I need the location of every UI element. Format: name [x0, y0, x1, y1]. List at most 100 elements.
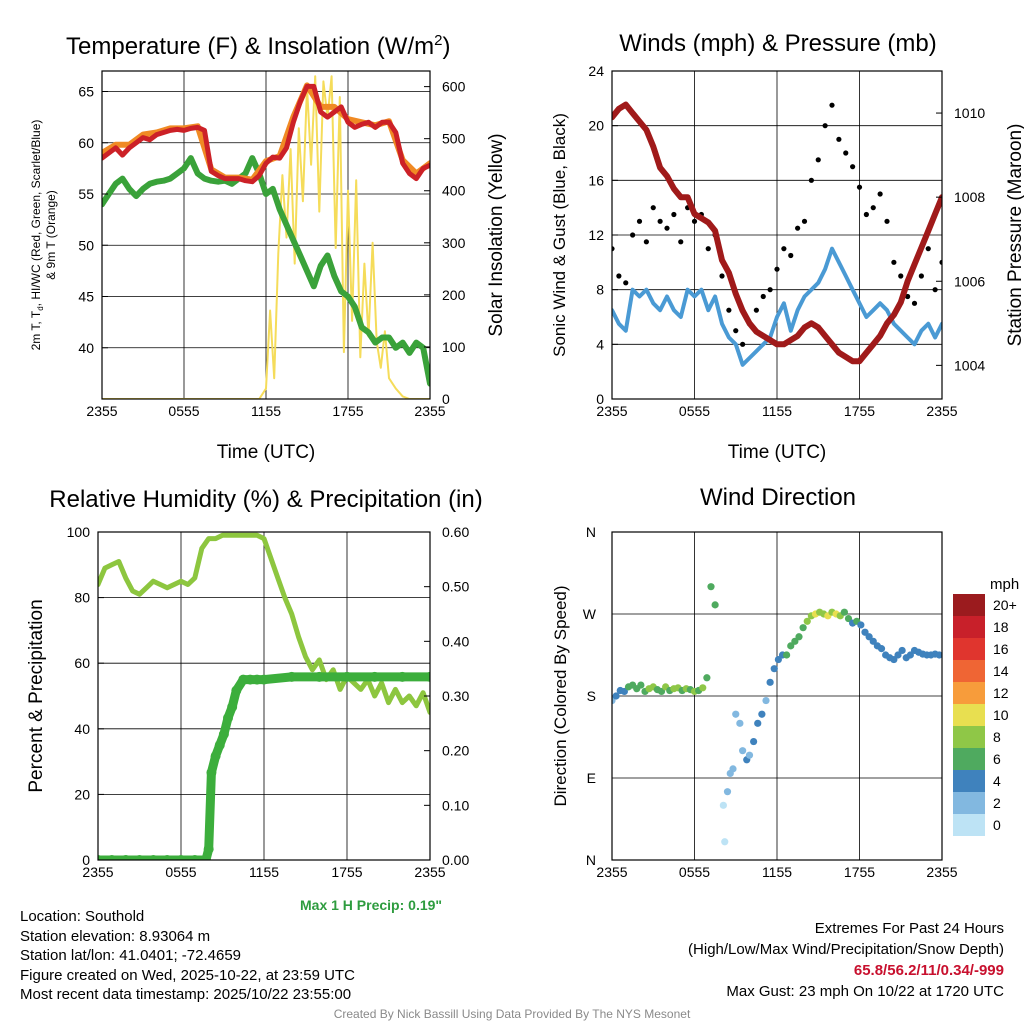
- x-tick-label: 1155: [251, 403, 281, 419]
- y2-tick-label: 0.00: [442, 852, 469, 868]
- direction-ylabel: Direction (Colored By Speed): [551, 585, 570, 806]
- precipitation-point: [200, 855, 211, 860]
- precipitation-point: [252, 674, 263, 685]
- colorbar-swatch: [953, 792, 985, 814]
- gust-point: [850, 164, 856, 170]
- precipitation-point: [259, 674, 269, 685]
- gust-point: [863, 211, 869, 218]
- y-tick-label: 0: [82, 852, 90, 868]
- direction-grid: [611, 531, 943, 861]
- x-tick-label: 1155: [249, 864, 279, 880]
- precipitation-point: [176, 855, 186, 860]
- precipitation-point: [206, 767, 217, 778]
- y-tick-label: 16: [588, 172, 604, 188]
- gust-point: [877, 191, 883, 197]
- gust-point: [767, 287, 773, 293]
- humidity-panel: Relative Humidity (%) & Precipitation (i…: [26, 486, 483, 880]
- latlon-text: Station lat/lon: 41.0401; -72.4659: [20, 947, 242, 964]
- location-text: Location: Southold: [20, 908, 145, 925]
- direction-point: [906, 651, 914, 659]
- elevation-text: Station elevation: 8.93064 m: [20, 927, 211, 945]
- y-tick-label: 20: [588, 118, 604, 134]
- extremes-values: 65.8/56.2/11/0.34/-999: [853, 962, 1004, 979]
- temperature-ticks: 2355 0555 1155 1755 2355 40 45 50 55 60 65 0 100 200 3…: [78, 79, 465, 419]
- direction-point: [865, 633, 873, 641]
- y2-tick-label: 0.50: [442, 579, 469, 595]
- direction-point: [750, 737, 758, 746]
- y-tick-label: 20: [74, 786, 90, 802]
- direction-point: [745, 751, 754, 759]
- sonic-wind-line: [612, 246, 942, 367]
- precipitation-point: [245, 674, 256, 685]
- temperature-xlabel: Time (UTC): [217, 442, 316, 463]
- direction-point: [612, 692, 620, 700]
- y-tick-label: 40: [74, 721, 90, 737]
- direction-point: [719, 801, 727, 809]
- direction-point: [857, 621, 865, 629]
- gust-point: [884, 218, 890, 224]
- y2-tick-label: 0.40: [442, 633, 469, 649]
- gust-point: [664, 225, 670, 231]
- colorbar-swatch: [953, 616, 985, 638]
- precipitation-point: [314, 671, 325, 682]
- x-tick-label: 1755: [844, 403, 875, 419]
- direction-point: [637, 681, 645, 689]
- colorbar-title: mph: [990, 576, 1019, 593]
- gust-point: [623, 280, 629, 286]
- y-tick-label: 100: [67, 524, 91, 540]
- precipitation-point: [227, 701, 238, 712]
- winds-xlabel: Time (UTC): [728, 442, 827, 463]
- direction-point: [711, 601, 719, 609]
- y-tick-label: 40: [78, 340, 94, 356]
- gust-point: [925, 246, 931, 252]
- colorbar-swatch: [953, 726, 985, 748]
- direction-point: [783, 651, 791, 659]
- precipitation-point: [369, 671, 380, 682]
- gust-point: [905, 293, 911, 300]
- direction-tick-label: W: [583, 606, 597, 622]
- direction-tick-label: S: [587, 688, 596, 704]
- y2-tick-label: 500: [442, 131, 466, 147]
- x-tick-label: 2355: [86, 403, 117, 419]
- y-tick-label: 12: [588, 227, 604, 243]
- gust-point: [671, 211, 677, 218]
- colorbar-swatch: [953, 770, 985, 792]
- winds-title: Winds (mph) & Pressure (mb): [619, 30, 936, 57]
- direction-point: [894, 651, 902, 659]
- y-tick-label: 0: [596, 391, 604, 407]
- colorbar-label: 12: [993, 685, 1009, 701]
- y2-tick-label: 600: [442, 79, 466, 95]
- precipitation-point: [286, 671, 297, 682]
- direction-point: [770, 665, 778, 673]
- temperature-title: Temperature (F) & Insolation (W/m2): [66, 32, 450, 60]
- direction-point: [657, 687, 666, 696]
- precipitation-point: [162, 855, 173, 860]
- precipitation-point: [98, 855, 103, 860]
- precipitation-point: [203, 844, 214, 855]
- gust-point: [795, 225, 801, 231]
- direction-point: [898, 646, 906, 655]
- y-tick-label: 80: [74, 590, 90, 606]
- gust-point: [781, 246, 787, 252]
- direction-point: [890, 655, 898, 664]
- direction-title: Wind Direction: [700, 484, 856, 511]
- direction-frame: [611, 531, 943, 861]
- colorbar-swatch: [953, 594, 985, 616]
- x-tick-label: 2355: [414, 403, 445, 419]
- colorbar-label: 0: [993, 817, 1001, 833]
- temp-2m-line: [102, 83, 430, 185]
- gust-point: [726, 307, 732, 313]
- direction-point: [699, 684, 707, 692]
- colorbar-swatch: [953, 638, 985, 660]
- y2-tick-label: 0: [442, 391, 450, 407]
- y2-tick-label: 1006: [954, 273, 985, 289]
- direction-point: [729, 765, 737, 773]
- colorbar-swatch: [953, 748, 985, 770]
- x-tick-label: 0555: [165, 864, 196, 880]
- gust-point: [643, 239, 649, 245]
- gust-point: [808, 177, 814, 183]
- precipitation-point: [223, 712, 234, 723]
- direction-point: [840, 608, 848, 616]
- precipitation-point: [210, 751, 221, 762]
- direction-tick-label: E: [587, 770, 596, 786]
